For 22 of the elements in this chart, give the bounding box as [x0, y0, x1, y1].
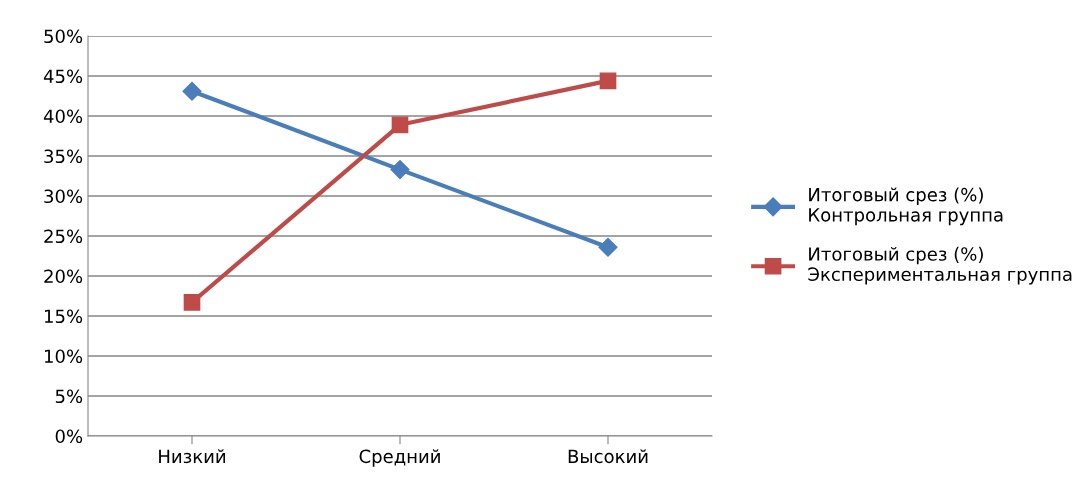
y-tick-label: 30%: [44, 189, 83, 204]
point: [598, 237, 618, 257]
y-tick-label: 45%: [43, 69, 83, 84]
legend-label: Итоговый срез (%) Экспериментальная группа: [808, 246, 1072, 285]
x-tick-label: Низкий: [159, 449, 225, 464]
y-tick-label: 35%: [44, 149, 83, 164]
y-tick-label: 5%: [55, 389, 83, 404]
y-tick-label: 15%: [44, 309, 83, 324]
y-tick-label: 0%: [55, 429, 83, 444]
x-tick-label: Высокий: [568, 449, 648, 464]
point: [599, 72, 617, 90]
y-tick-label: 25%: [44, 229, 83, 244]
y-tick-label: 40%: [43, 109, 83, 124]
legend-label: Итоговый срез (%) Контрольная группа: [809, 187, 1003, 226]
y-tick-label: 50%: [44, 29, 83, 44]
y-tick-label: 10%: [44, 349, 83, 364]
point: [183, 294, 201, 311]
x-tick-label: Средний: [359, 449, 440, 467]
point: [182, 81, 202, 101]
point: [390, 160, 410, 180]
y-tick-label: 20%: [44, 269, 83, 284]
point: [391, 116, 409, 134]
